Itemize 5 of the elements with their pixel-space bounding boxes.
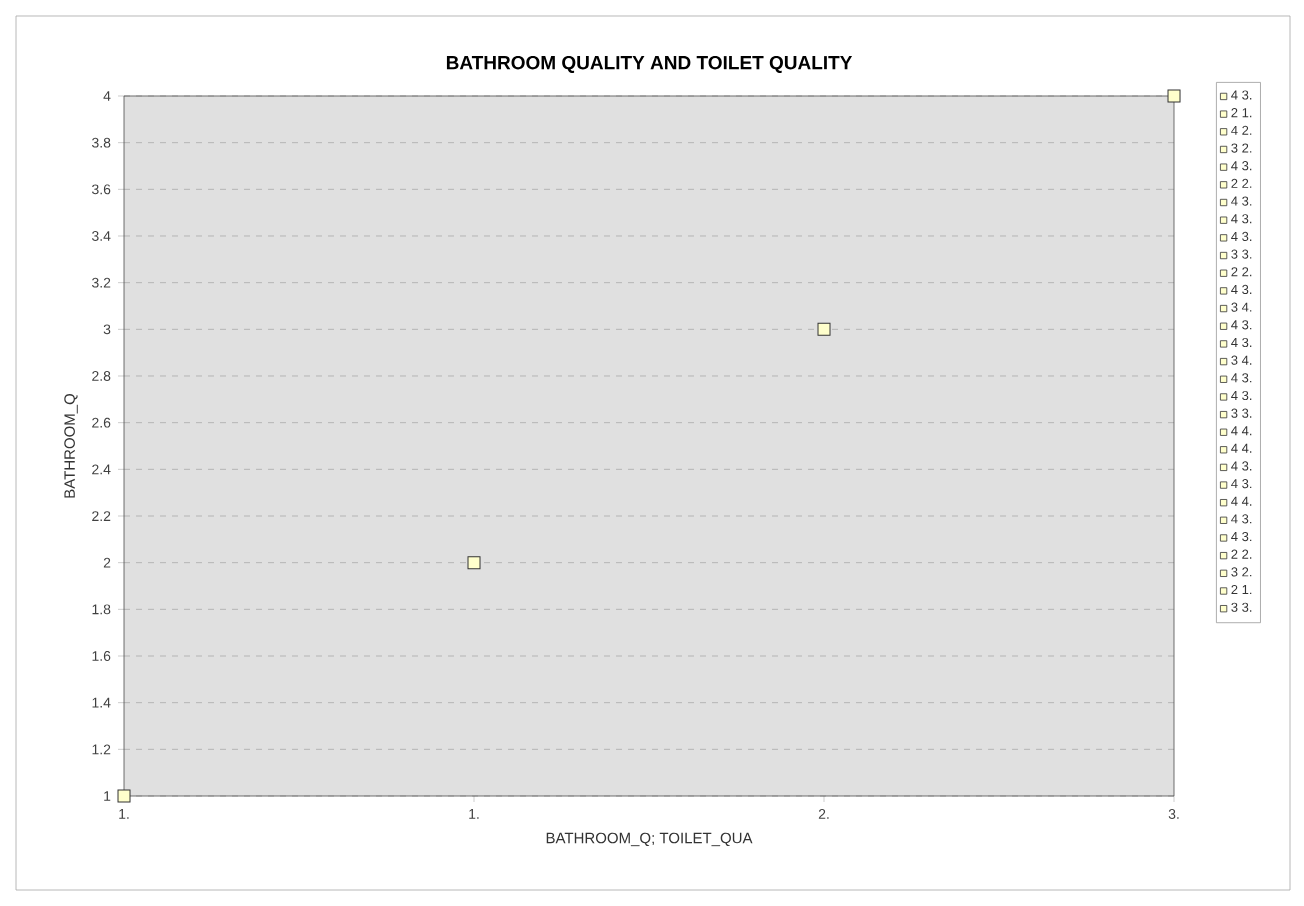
point: [467, 556, 481, 570]
point: [117, 789, 131, 803]
chart-title: BATHROOM QUALITY AND TOILET QUALITY: [446, 55, 853, 73]
point: [817, 322, 831, 336]
point: [1167, 89, 1181, 103]
